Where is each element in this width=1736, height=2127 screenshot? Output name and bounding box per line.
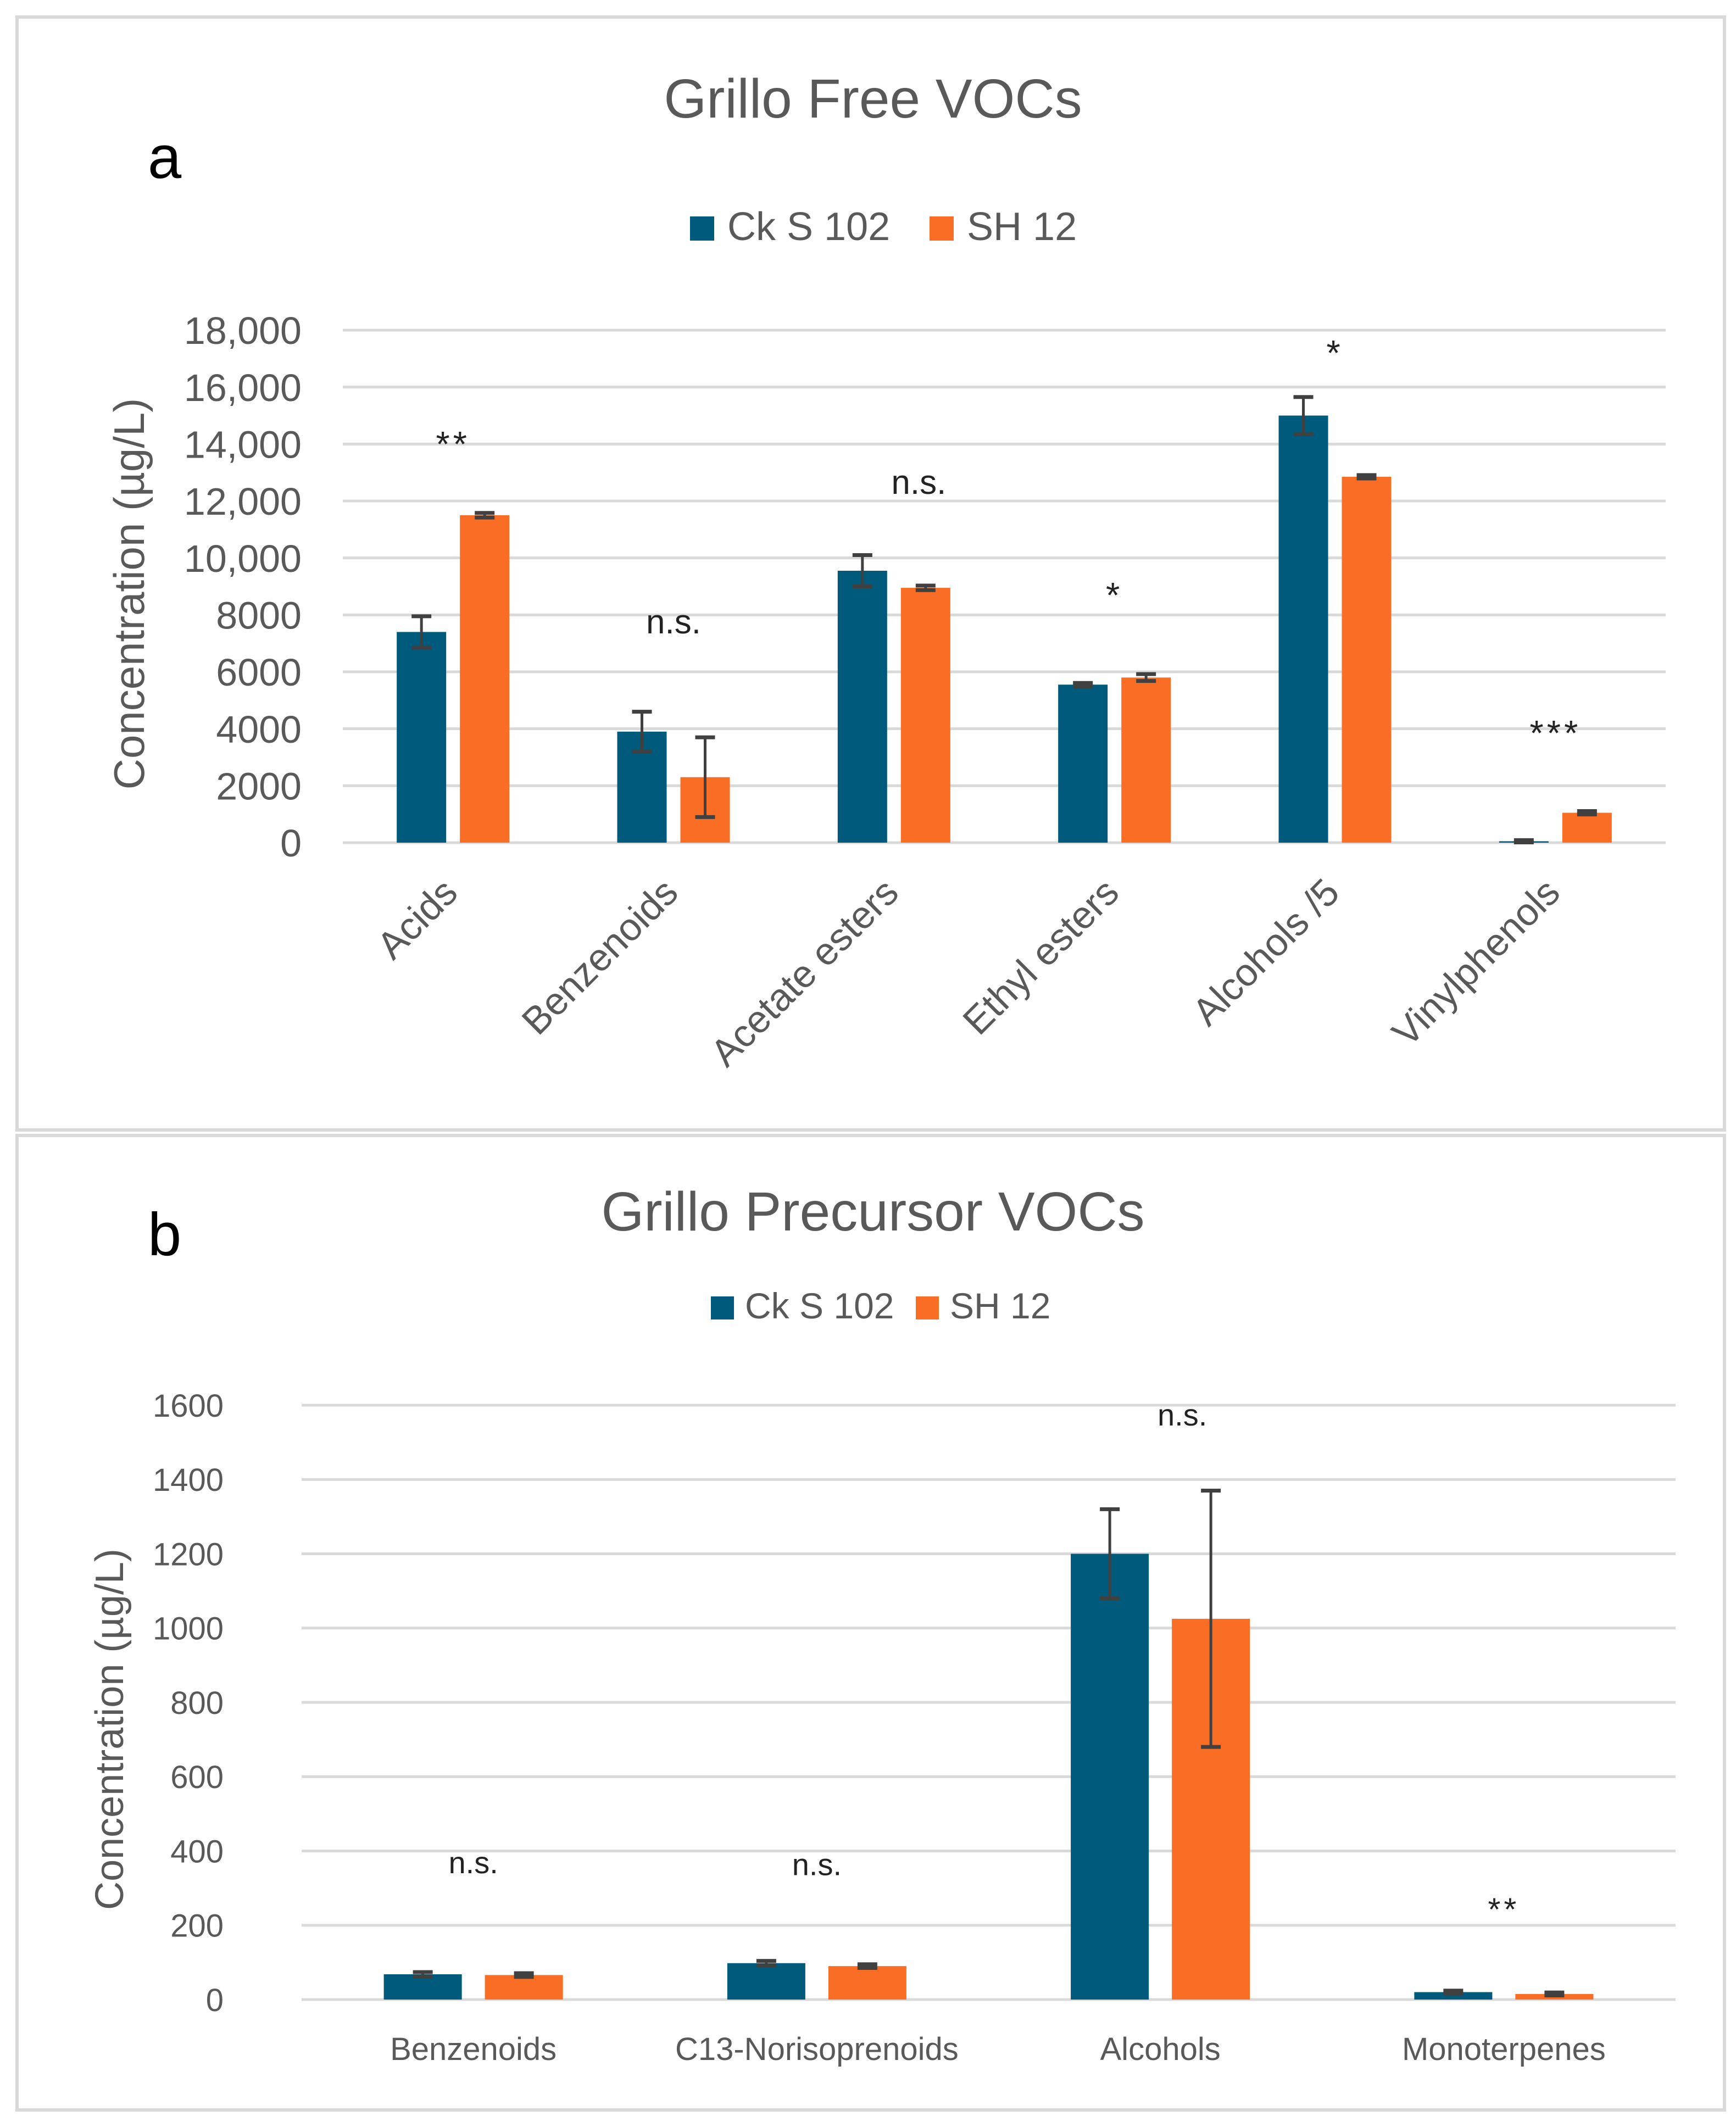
x-tick-label: Vinylphenols (1384, 870, 1568, 1054)
y-tick-label: 0 (206, 1983, 224, 2018)
bar-sh-12 (1562, 812, 1612, 843)
x-tick-label: Acetate esters (702, 870, 906, 1074)
x-tick-label: C13-Norisoprenoids (675, 2031, 959, 2067)
bar-ck-s-102 (727, 1963, 805, 2000)
y-tick-label: 14,000 (184, 424, 302, 466)
y-tick-label: 1400 (153, 1462, 224, 1498)
bar-ck-s-102 (837, 570, 887, 843)
bar-sh-12 (900, 588, 950, 843)
legend-swatch-ck (711, 1296, 734, 1319)
significance-label: *** (1529, 713, 1581, 753)
significance-label: n.s. (792, 1847, 842, 1881)
chart-title: Grillo Precursor VOCs (601, 1181, 1144, 1243)
bar-ck-s-102 (383, 1974, 462, 2000)
y-tick-label: 600 (170, 1759, 224, 1795)
y-axis-title: Concentration (µg/L) (105, 398, 153, 790)
significance-label: n.s. (448, 1845, 498, 1880)
y-tick-label: 800 (170, 1685, 224, 1721)
y-tick-label: 8000 (216, 594, 302, 637)
y-tick-label: 200 (170, 1908, 224, 1944)
panel-label: a (148, 124, 182, 191)
bar-ck-s-102 (1071, 1554, 1149, 2000)
bar-ck-s-102 (397, 632, 447, 843)
legend-swatch-sh (916, 1296, 939, 1319)
bar-sh-12 (485, 1975, 563, 2000)
y-tick-label: 1600 (153, 1388, 224, 1424)
y-tick-label: 12,000 (184, 480, 302, 523)
significance-label: * (1326, 333, 1343, 373)
x-tick-label: Monoterpenes (1402, 2031, 1606, 2067)
significance-label: ** (1488, 1892, 1520, 1928)
significance-label: n.s. (1158, 1397, 1207, 1432)
significance-label: n.s. (891, 464, 946, 502)
chart-panel-a: a Grillo Free VOCs Ck S 102 SH 12 Concen… (15, 15, 1726, 1132)
x-tick-label: Alcohols (1100, 2031, 1221, 2067)
y-tick-label: 1200 (153, 1536, 224, 1572)
y-tick-label: 1000 (153, 1611, 224, 1647)
y-tick-label: 400 (170, 1834, 224, 1869)
y-tick-label: 6000 (216, 651, 302, 694)
x-tick-label: Benzenoids (514, 870, 686, 1043)
y-tick-label: 2000 (216, 765, 302, 808)
significance-label: n.s. (646, 603, 701, 641)
panel-label: b (148, 1201, 181, 1268)
legend-swatch-ck (690, 216, 714, 241)
bar-ck-s-102 (1414, 1992, 1493, 2000)
x-tick-label: Ethyl esters (955, 870, 1127, 1043)
chart-panel-b: b Grillo Precursor VOCs Ck S 102 SH 12 C… (15, 1134, 1726, 2112)
precursor-vocs-chart: b Grillo Precursor VOCs Ck S 102 SH 12 C… (88, 1181, 1676, 2067)
legend-label-sh: SH 12 (967, 205, 1077, 249)
legend-label-ck: Ck S 102 (745, 1285, 894, 1326)
chart-title: Grillo Free VOCs (664, 68, 1082, 130)
bar-sh-12 (828, 1966, 906, 2000)
legend-swatch-sh (930, 216, 954, 241)
x-tick-label: Alcohols /5 (1184, 870, 1347, 1033)
bar-sh-12 (1121, 677, 1171, 843)
x-tick-label: Benzenoids (390, 2031, 557, 2067)
significance-label: ** (436, 424, 470, 464)
legend-label-ck: Ck S 102 (727, 205, 890, 249)
y-tick-label: 16,000 (184, 366, 302, 409)
y-tick-label: 4000 (216, 708, 302, 751)
bar-ck-s-102 (1058, 684, 1108, 843)
bar-sh-12 (1342, 476, 1392, 843)
legend-label-sh: SH 12 (950, 1285, 1050, 1326)
significance-label: * (1106, 575, 1123, 615)
bar-ck-s-102 (1278, 415, 1328, 843)
x-tick-label: Acids (369, 870, 465, 967)
y-axis-title: Concentration (µg/L) (88, 1549, 132, 1910)
y-tick-label: 10,000 (184, 537, 302, 580)
free-vocs-chart: a Grillo Free VOCs Ck S 102 SH 12 Concen… (105, 68, 1666, 1074)
bar-sh-12 (460, 515, 510, 843)
y-tick-label: 18,000 (184, 309, 302, 352)
y-tick-label: 0 (280, 822, 302, 865)
